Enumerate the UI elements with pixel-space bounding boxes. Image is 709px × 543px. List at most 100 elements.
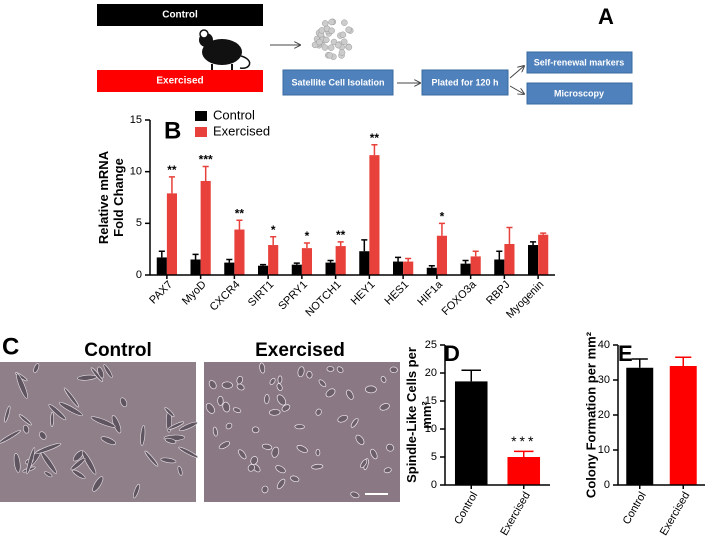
y-tick-label: 25 [425, 339, 437, 351]
error-bar [303, 242, 310, 249]
y-tick-label: 5 [431, 451, 437, 463]
cell [72, 469, 86, 479]
y-tick-label: 10 [598, 444, 610, 456]
y-tick-label: 30 [598, 374, 610, 386]
cell [276, 394, 287, 406]
y-tick-label: 40 [598, 339, 610, 351]
panel-c: C Control Exercised [0, 333, 400, 502]
bar [528, 245, 539, 275]
cell [16, 373, 28, 399]
y-axis-label: Relative mRNA [96, 150, 111, 244]
cell-cluster [311, 18, 354, 61]
cell [140, 425, 146, 446]
cell [164, 407, 175, 418]
cell [144, 450, 159, 467]
cell [327, 44, 335, 51]
cell [218, 441, 231, 450]
bar [403, 261, 414, 275]
cell [315, 448, 321, 457]
significance: * [271, 223, 276, 237]
cell [44, 471, 53, 478]
error-bar [675, 356, 692, 366]
cell [13, 453, 21, 473]
cell [315, 408, 322, 416]
microscopy-label: Microscopy [554, 88, 604, 98]
cell [178, 446, 199, 458]
cell [325, 388, 336, 398]
significance: * [305, 229, 310, 243]
cell [217, 395, 224, 406]
bar [301, 248, 312, 275]
cell [323, 36, 330, 44]
cell [164, 437, 177, 444]
cell [177, 465, 183, 476]
panel-label: C [2, 333, 19, 360]
legend-swatch [195, 127, 207, 137]
error-bar [506, 226, 513, 244]
x-tick-label: SIRT1 [246, 279, 276, 309]
legend-label: Control [213, 107, 255, 122]
x-tick-label: Control [452, 490, 480, 527]
x-tick-label: HES1 [382, 279, 411, 308]
bar [426, 267, 437, 275]
cell [294, 424, 305, 430]
cell [321, 44, 329, 51]
error-bar [202, 165, 209, 181]
bar [538, 234, 549, 275]
cell [48, 404, 67, 421]
error-bar [168, 176, 175, 194]
cell [326, 52, 334, 59]
cell [238, 449, 247, 460]
significance: ** [336, 228, 346, 242]
cell [120, 397, 128, 408]
cell [346, 389, 354, 400]
significance: ** [370, 131, 380, 145]
cell [336, 366, 344, 374]
significance: * [440, 210, 445, 224]
y-tick-label: 15 [130, 114, 142, 126]
bar [190, 259, 201, 275]
cell [261, 485, 269, 494]
x-tick-label: Control [621, 490, 649, 527]
cell [290, 475, 300, 483]
cell [50, 411, 54, 428]
cell [225, 422, 233, 430]
y-tick-label: 0 [431, 479, 437, 491]
exercised-label: Exercised [156, 76, 203, 87]
cell [261, 443, 273, 450]
x-tick-label: FOXO3a [440, 278, 480, 318]
cell [236, 383, 245, 391]
cell [328, 18, 335, 26]
cell [338, 49, 346, 56]
y-tick-label: 20 [598, 409, 610, 421]
bar [393, 261, 404, 275]
cell [334, 41, 342, 49]
cells [205, 362, 398, 499]
bar [335, 246, 346, 275]
error-bar [236, 219, 243, 230]
cell [35, 443, 62, 454]
bar [507, 457, 541, 485]
cell [133, 483, 140, 499]
cell [232, 407, 242, 413]
cell [26, 447, 36, 475]
error-bar [428, 264, 435, 268]
error-bar [337, 241, 344, 247]
cell [383, 467, 392, 474]
error-bar [472, 250, 479, 257]
panel-a: Control Exercised Satellite Cell Isolati… [97, 4, 633, 105]
cells [0, 363, 199, 499]
y-tick-label: 0 [136, 269, 142, 281]
bar [268, 245, 279, 275]
arrow [509, 66, 524, 79]
bar [494, 259, 505, 275]
cell [337, 414, 348, 423]
x-tick-label: HEY1 [349, 279, 378, 308]
cell [251, 426, 260, 434]
panel-label: E [618, 341, 633, 366]
error-bar [462, 259, 469, 264]
cell [339, 31, 347, 39]
error-bar [327, 259, 334, 263]
cell [212, 426, 218, 437]
